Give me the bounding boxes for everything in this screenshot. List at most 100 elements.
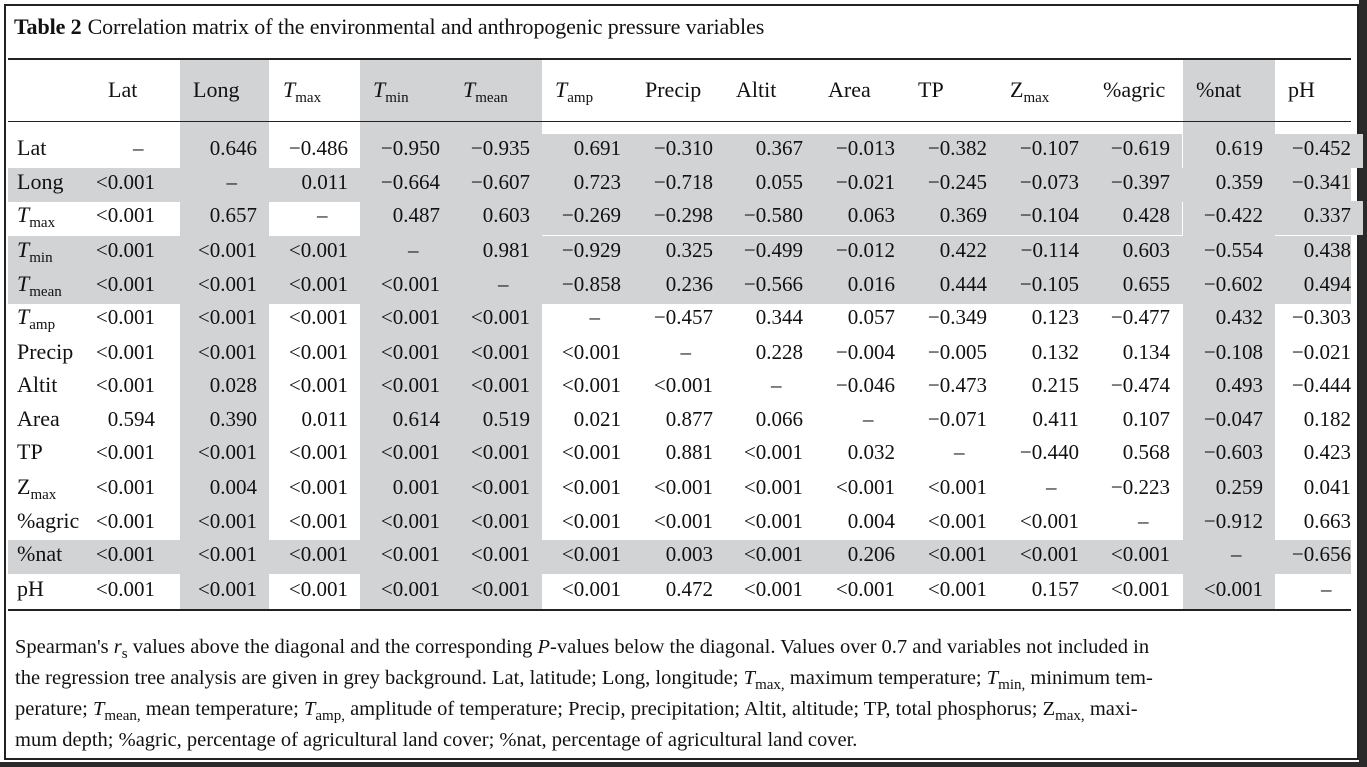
table-cell: <0.001 <box>927 577 987 601</box>
bottom-frame-edge <box>0 762 1367 767</box>
table-cell: −0.012 <box>835 238 895 262</box>
table-cell: −0.341 <box>1291 170 1351 194</box>
table-cell: 0.055 <box>755 170 803 194</box>
table-cell: <0.001 <box>95 475 155 499</box>
table-cell: <0.001 <box>380 340 440 364</box>
table-cell: 0.236 <box>665 272 713 296</box>
table-cell: 0.134 <box>1122 340 1170 364</box>
table-cell: −0.929 <box>561 238 621 262</box>
column-header: %nat <box>1196 77 1242 102</box>
right-frame-edge <box>1359 0 1367 767</box>
table-cell: 0.487 <box>392 203 440 227</box>
table-cell: 0.228 <box>755 340 803 364</box>
table-cell: <0.001 <box>743 509 803 533</box>
grey-row-band <box>8 540 1351 574</box>
grey-cell <box>632 201 725 235</box>
table-cell: <0.001 <box>561 509 621 533</box>
table-cell: <0.001 <box>1019 509 1079 533</box>
table-cell: 0.428 <box>1122 203 1170 227</box>
table-cell: −0.440 <box>1019 440 1079 464</box>
table-cell: <0.001 <box>470 305 530 329</box>
table-cell: −0.108 <box>1203 340 1263 364</box>
grey-column-band <box>180 60 269 609</box>
column-header: Tmax <box>283 77 322 106</box>
table-cell: <0.001 <box>561 340 621 364</box>
table-cell: – <box>589 305 601 329</box>
table-cell: <0.001 <box>653 373 713 397</box>
column-header: Zmax <box>1010 77 1050 106</box>
table-cell: – <box>954 440 965 464</box>
column-header: pH <box>1288 77 1315 102</box>
table-cell: <0.001 <box>95 440 155 464</box>
column-header: TP <box>918 77 944 102</box>
table-cell: −0.602 <box>1203 272 1263 296</box>
footnote-line: perature; Tmean, mean temperature; Tamp,… <box>15 698 1138 724</box>
table-cell: 0.691 <box>573 136 621 160</box>
footnote-line: the regression tree analysis are given i… <box>15 667 1153 693</box>
table-cell: <0.001 <box>561 577 621 601</box>
table-cell: <0.001 <box>95 542 155 566</box>
table-cell: 0.981 <box>482 238 530 262</box>
grey-cell <box>1275 134 1363 168</box>
grey-column-band <box>1183 60 1275 609</box>
table-cell: <0.001 <box>561 440 621 464</box>
table-cell: <0.001 <box>927 509 987 533</box>
table-cell: −0.477 <box>1110 305 1170 329</box>
table-cell: <0.001 <box>1203 577 1263 601</box>
footnote-line: mum depth; %agric, percentage of agricul… <box>15 729 858 751</box>
table-cell: – <box>1138 509 1149 533</box>
table-cell: 0.411 <box>1032 407 1079 431</box>
table-cell: 0.066 <box>755 407 803 431</box>
table-cell: 0.657 <box>209 203 257 227</box>
table-cell: <0.001 <box>288 340 348 364</box>
column-header: Tmean <box>463 77 508 106</box>
table-cell: 0.438 <box>1303 238 1351 262</box>
table-cell: <0.001 <box>95 509 155 533</box>
table-cell: <0.001 <box>380 509 440 533</box>
table-cell: −0.664 <box>380 170 440 194</box>
table-cell: <0.001 <box>835 577 895 601</box>
grey-cell <box>815 134 907 168</box>
table-cell: – <box>1321 577 1332 601</box>
table-cell: −0.912 <box>1203 509 1263 533</box>
column-header: Altit <box>736 77 777 102</box>
table-cell: 0.472 <box>665 577 713 601</box>
table-cell: 0.603 <box>482 203 530 227</box>
table-cell: – <box>408 238 419 262</box>
table-cell: −0.223 <box>1110 475 1170 499</box>
row-label: Tmean <box>17 271 62 300</box>
table-cell: 0.016 <box>847 272 895 296</box>
table-cell: 0.259 <box>1215 475 1263 499</box>
table-cell: 0.444 <box>939 272 987 296</box>
table-cell: −0.021 <box>835 170 895 194</box>
row-label: Altit <box>17 372 58 397</box>
footnote-line: Spearman's rs values above the diagonal … <box>15 636 1150 662</box>
grey-cell <box>905 134 999 168</box>
table-cell: 0.494 <box>1303 272 1351 296</box>
table-cell: <0.001 <box>380 542 440 566</box>
table-cell: 0.021 <box>573 407 621 431</box>
table-cell: <0.001 <box>470 440 530 464</box>
table-cell: 0.568 <box>1122 440 1170 464</box>
table-cell: 0.367 <box>755 136 803 160</box>
table-cell: −0.071 <box>927 407 987 431</box>
row-label: Area <box>17 406 60 431</box>
table-cell: <0.001 <box>288 305 348 329</box>
table-cell: <0.001 <box>743 542 803 566</box>
table-cell: 0.646 <box>209 136 257 160</box>
grey-cell <box>905 201 999 235</box>
table-cell: 0.123 <box>1031 305 1079 329</box>
table-cell: 0.004 <box>209 475 257 499</box>
table-cell: −0.298 <box>653 203 713 227</box>
table-cell: 0.107 <box>1122 407 1170 431</box>
table-cell: 0.206 <box>847 542 895 566</box>
table-cell: 0.655 <box>1122 272 1170 296</box>
grey-row-band <box>8 236 1351 270</box>
table-cell: −0.422 <box>1203 203 1263 227</box>
table-cell: −0.303 <box>1291 305 1351 329</box>
table-cell: 0.063 <box>847 203 895 227</box>
grey-cell <box>632 134 725 168</box>
table-cell: 0.619 <box>1215 136 1263 160</box>
table-cell: <0.001 <box>95 272 155 296</box>
table-cell: 0.004 <box>847 509 895 533</box>
